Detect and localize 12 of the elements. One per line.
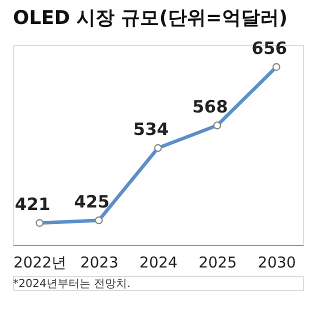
- x-tick-label: 2025: [198, 254, 237, 272]
- data-label: 421: [14, 195, 50, 215]
- x-tick-label: 2024: [139, 254, 178, 272]
- chart-title: OLED 시장 규모(단위=억달러): [13, 7, 288, 29]
- x-tick-label: 2022년: [14, 254, 67, 272]
- data-label: 568: [192, 97, 228, 118]
- data-label: 534: [133, 120, 169, 140]
- data-label: 425: [74, 192, 110, 212]
- x-tick-label: 2023: [80, 254, 118, 272]
- data-label: 656: [252, 39, 288, 59]
- text: *2024년부터는 전망치.: [13, 277, 130, 290]
- x-tick-label: 2030: [258, 254, 296, 272]
